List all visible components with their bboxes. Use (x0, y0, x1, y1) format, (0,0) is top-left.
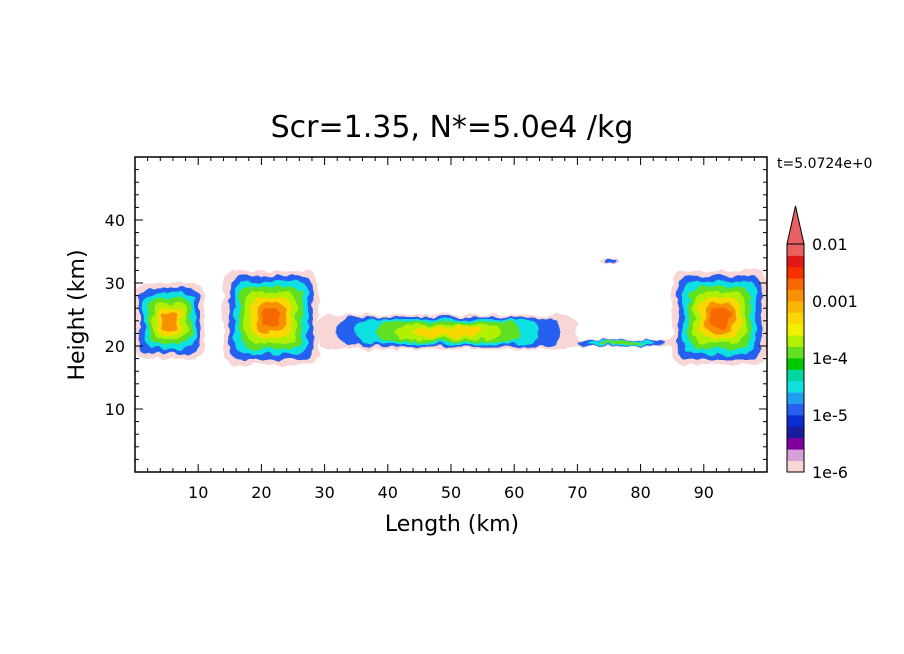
cloud-contour (413, 327, 483, 337)
colorbar-swatch (787, 312, 804, 325)
x-tick-label: 60 (504, 483, 524, 502)
colorbar-tick-label: 1e-5 (812, 406, 848, 425)
x-tick-label: 20 (251, 483, 271, 502)
y-axis-label: Height (km) (65, 249, 90, 380)
colorbar-swatch (787, 380, 804, 393)
x-tick-label: 10 (188, 483, 208, 502)
cloud-contour (603, 258, 618, 263)
cloud-region (599, 257, 622, 265)
cloud-region (672, 270, 767, 365)
colorbar-swatch (787, 301, 804, 313)
colorbar-swatch (787, 358, 804, 370)
x-tick-label: 50 (441, 483, 461, 502)
x-tick-label: 70 (567, 483, 587, 502)
plot-area (135, 157, 767, 472)
x-tick-label: 80 (630, 483, 650, 502)
colorbar-swatch (787, 392, 804, 404)
cloud-contour (161, 312, 178, 330)
colorbar-swatch (787, 346, 804, 359)
colorbar-swatch (787, 403, 804, 416)
cloud-region (135, 283, 205, 359)
cloud-region (318, 314, 578, 350)
cloud-contour (261, 307, 281, 328)
y-tick-label: 10 (105, 400, 125, 419)
colorbar-swatch (787, 335, 804, 347)
colorbar-swatch (787, 266, 804, 279)
colorbar-swatch (787, 369, 804, 382)
x-tick-label: 40 (378, 483, 398, 502)
colorbar-frame (786, 243, 805, 473)
cloud-region (564, 339, 679, 346)
x-axis-label: Length (km) (385, 512, 519, 537)
y-tick-label: 20 (105, 337, 125, 356)
colorbar-extend-triangle (786, 205, 805, 245)
y-axis: 10 20 30 40 (105, 156, 767, 473)
x-axis: 10 20 30 40 50 60 70 80 90 (134, 157, 768, 502)
chart-title: Scr=1.35, N*=5.0e4 /kg (271, 110, 634, 145)
cloud-contour (600, 341, 643, 345)
colorbar-swatch (787, 278, 804, 290)
colorbar-tick-label: 0.01 (812, 235, 848, 254)
cloud-contour (709, 307, 730, 328)
colorbar-swatch (787, 415, 804, 427)
time-label: t=5.0724e+0 (777, 156, 872, 172)
colorbar-tick-label: 1e-6 (812, 463, 848, 482)
colorbar-tick-label: 1e-4 (812, 349, 848, 368)
colorbar-swatch (787, 244, 804, 256)
y-tick-label: 30 (105, 274, 125, 293)
colorbar-swatch (787, 449, 804, 461)
colorbar-tick-label: 0.001 (812, 292, 858, 311)
colorbar-swatch (787, 426, 804, 439)
colorbar-swatch (787, 289, 804, 302)
cloud-region (223, 270, 319, 365)
colorbar-swatch (787, 437, 804, 450)
colorbar-swatch (787, 323, 804, 336)
colorbar: 0.01 0.001 1e-4 1e-5 1e-6 (786, 205, 858, 482)
x-tick-label: 90 (694, 483, 714, 502)
y-tick-label: 40 (105, 211, 125, 230)
colorbar-swatch (787, 255, 804, 268)
x-tick-label: 30 (314, 483, 334, 502)
colorbar-swatch (787, 460, 804, 473)
